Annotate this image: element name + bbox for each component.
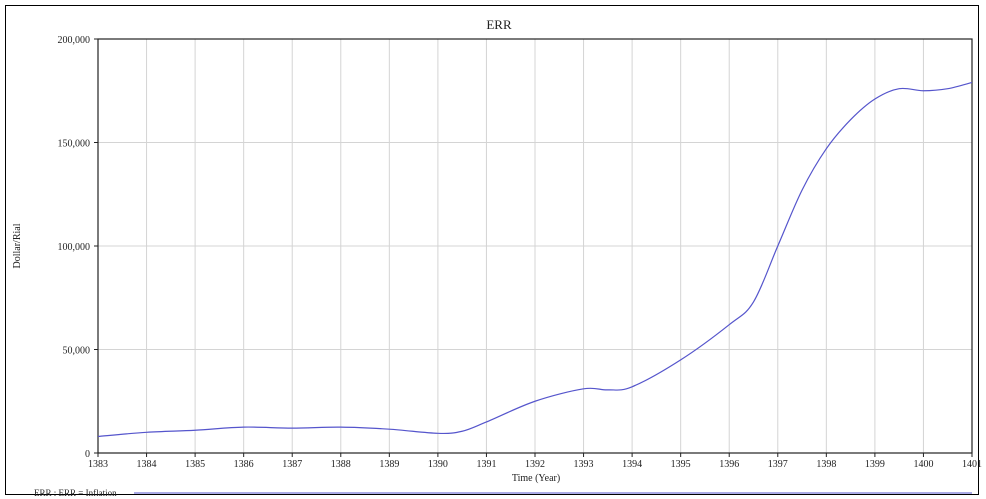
y-axis-label: Dollar/Rial [12, 223, 23, 268]
x-tick-label: 1397 [768, 459, 788, 470]
y-tick-label: 200,000 [58, 35, 91, 46]
x-tick-label: 1393 [574, 459, 594, 470]
x-tick-label: 1396 [719, 459, 739, 470]
x-tick-label: 1388 [331, 459, 351, 470]
x-tick-label: 1387 [282, 459, 302, 470]
legend: ERR : ERR = Inflation [34, 488, 972, 498]
x-tick-label: 1384 [137, 459, 157, 470]
x-tick-label: 1391 [476, 459, 496, 470]
y-tick-label: 50,000 [63, 346, 91, 357]
x-tick-label: 1383 [88, 459, 108, 470]
x-tick-label: 1390 [428, 459, 448, 470]
x-tick-label: 1385 [185, 459, 205, 470]
chart-title: ERR [486, 17, 512, 32]
x-tick-label: 1399 [865, 459, 885, 470]
x-tick-label: 1398 [816, 459, 836, 470]
x-tick-label: 1400 [913, 459, 933, 470]
legend-label: ERR : ERR = Inflation [34, 488, 117, 498]
x-tick-label: 1392 [525, 459, 545, 470]
x-tick-label: 1389 [379, 459, 399, 470]
y-tick-label: 150,000 [58, 139, 91, 150]
y-tick-label: 100,000 [58, 242, 91, 253]
x-tick-label: 1401 [962, 459, 982, 470]
x-tick-label: 1395 [671, 459, 691, 470]
chart-frame [5, 5, 979, 495]
x-tick-label: 1386 [234, 459, 254, 470]
x-axis-label: Time (Year) [512, 473, 560, 484]
x-tick-label: 1394 [622, 459, 642, 470]
y-tick-label: 0 [85, 449, 90, 460]
series-line-err [97, 81, 973, 438]
